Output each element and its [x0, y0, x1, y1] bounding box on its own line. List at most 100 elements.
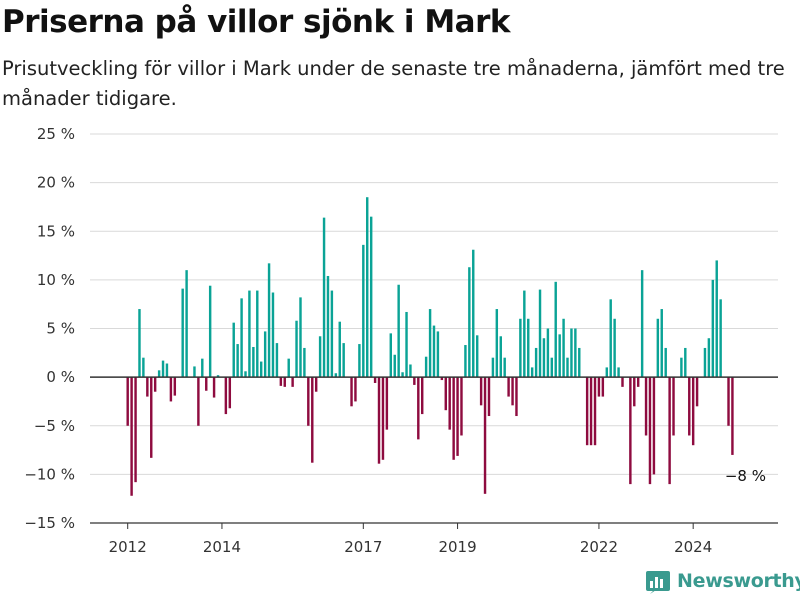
bar [570, 328, 573, 378]
x-tick-label: 2014 [203, 538, 241, 556]
bar [460, 377, 463, 436]
bars [126, 197, 734, 496]
bar [424, 356, 428, 378]
bar [248, 290, 251, 378]
bar [267, 263, 271, 378]
bar [707, 338, 711, 378]
bar [153, 377, 157, 392]
bar [601, 377, 605, 397]
bar [589, 377, 593, 446]
bar [362, 244, 365, 378]
bar [197, 377, 200, 426]
axes: 25 % 20 % 15 % 10 % 5 % 0 % −5 % −10 % −15 % 2012… [24, 125, 778, 556]
bar [464, 345, 467, 378]
bar [334, 373, 338, 378]
bar [287, 358, 290, 378]
y-tick-label: 5 % [46, 320, 75, 338]
bar [519, 318, 522, 378]
bar [279, 377, 283, 386]
bar [193, 366, 196, 378]
bar [695, 377, 699, 407]
bar [680, 357, 683, 378]
bar [609, 299, 612, 378]
bar [295, 320, 298, 378]
bar [318, 336, 322, 378]
bar [322, 217, 326, 378]
bar [350, 377, 353, 407]
y-tick-label: −15 % [24, 514, 75, 532]
bar [212, 377, 216, 398]
bar [703, 347, 707, 378]
bar [444, 377, 447, 411]
bar [181, 288, 184, 378]
bar [157, 370, 161, 378]
bar [629, 377, 632, 485]
bar [205, 377, 208, 391]
y-tick-label: 0 % [46, 368, 75, 386]
bar [660, 309, 663, 378]
bar [173, 377, 177, 396]
bar [731, 377, 734, 455]
bar [299, 297, 302, 378]
bar [523, 290, 526, 378]
bar [134, 377, 137, 483]
last-value-annotation: −8 % [725, 467, 766, 485]
bar [236, 344, 239, 378]
chart-title: Priserna på villor sjönk i Mark [2, 4, 511, 40]
bar [161, 360, 165, 378]
bar [534, 347, 538, 378]
bar [232, 322, 235, 378]
bar [228, 377, 232, 409]
y-tick-label: 15 % [37, 222, 75, 240]
bar [688, 377, 691, 436]
bar [593, 377, 597, 446]
bar [633, 377, 636, 407]
newsworthy-logo-icon [646, 571, 670, 594]
bar [146, 377, 149, 397]
bar [684, 347, 687, 378]
x-tick-label: 2017 [344, 538, 382, 556]
bar [150, 377, 153, 458]
bar [656, 318, 660, 378]
bar [719, 299, 722, 378]
x-tick-label: 2022 [580, 538, 618, 556]
bar [417, 377, 420, 440]
bar [252, 346, 255, 378]
bar [393, 354, 396, 378]
brand-name: Newsworthy [677, 570, 800, 592]
bar [530, 367, 534, 378]
bar [342, 343, 345, 378]
x-tick-label: 2024 [674, 538, 712, 556]
bar [130, 377, 133, 496]
bar [413, 377, 416, 385]
bar [303, 347, 306, 378]
chart-subtitle: Prisutveckling för villor i Mark under d… [2, 57, 785, 110]
bar [468, 267, 471, 378]
bar [326, 275, 330, 378]
bar [138, 309, 141, 378]
bar [208, 285, 212, 378]
bar [562, 318, 565, 378]
brand-logo[interactable]: Newsworthy [645, 568, 800, 594]
bar [244, 371, 247, 378]
bar [126, 377, 129, 426]
bar [475, 335, 479, 378]
bar [354, 377, 357, 402]
bar [554, 281, 557, 378]
bar [377, 377, 381, 464]
y-tick-label: −10 % [24, 465, 75, 483]
bar [527, 318, 530, 378]
bar [291, 377, 294, 387]
bar [597, 377, 601, 397]
bar [448, 377, 451, 430]
bar [409, 364, 412, 378]
bar [358, 344, 361, 378]
bar [487, 377, 491, 417]
bar [652, 377, 656, 475]
bar [550, 357, 554, 378]
bar [711, 279, 715, 378]
bar [330, 290, 334, 378]
bar [185, 270, 188, 378]
bar [668, 377, 671, 485]
